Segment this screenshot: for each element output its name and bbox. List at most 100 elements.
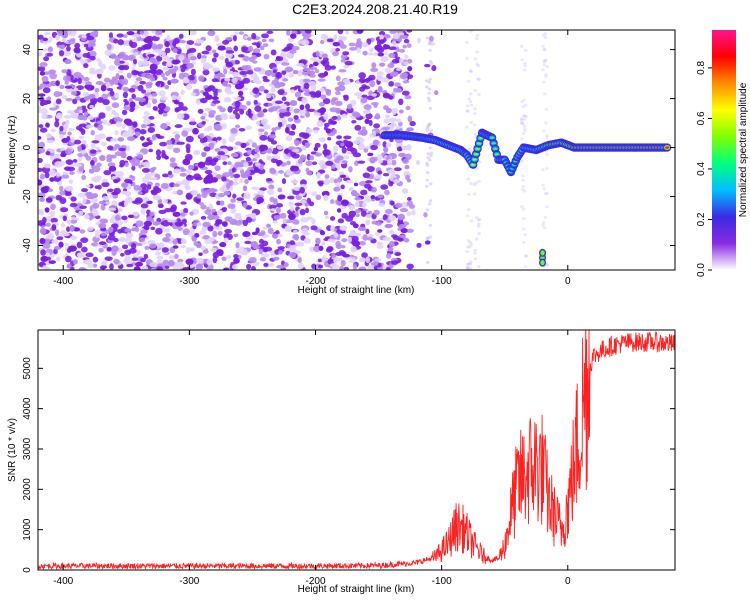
- noise-speck: [292, 179, 299, 184]
- noise-speck: [115, 170, 124, 178]
- noise-speck: [160, 72, 165, 78]
- noise-speck: [375, 221, 382, 226]
- noise-speck: [190, 92, 197, 97]
- noise-speck: [212, 157, 219, 163]
- noise-speck: [142, 265, 149, 270]
- noise-speck: [272, 220, 278, 224]
- noise-speck: [318, 160, 326, 166]
- noise-speck: [212, 230, 218, 238]
- noise-speck: [211, 208, 217, 213]
- noise-speck: [224, 216, 232, 222]
- noise-speck: [335, 243, 343, 249]
- noise-speck: [360, 210, 367, 217]
- noise-speck: [49, 72, 58, 80]
- noise-speck: [271, 233, 279, 239]
- noise-speck: [322, 149, 331, 156]
- noise-speck: [369, 47, 374, 53]
- noise-speck: [135, 261, 143, 267]
- noise-speck: [276, 238, 281, 245]
- noise-speck: [38, 93, 46, 97]
- noise-speck: [385, 108, 392, 114]
- noise-speck: [477, 78, 482, 82]
- noise-speck: [98, 112, 106, 119]
- noise-speck: [170, 78, 179, 84]
- noise-speck: [398, 30, 404, 33]
- noise-speck: [195, 263, 203, 270]
- noise-speck: [476, 64, 481, 68]
- noise-speck: [101, 178, 109, 183]
- noise-speck: [137, 191, 143, 196]
- noise-speck: [305, 216, 314, 220]
- noise-speck: [59, 125, 64, 132]
- noise-speck: [330, 225, 335, 232]
- noise-speck: [128, 56, 133, 61]
- noise-speck: [251, 32, 257, 40]
- noise-speck: [145, 162, 150, 168]
- noise-speck: [323, 143, 328, 150]
- noise-speck: [199, 229, 207, 235]
- noise-speck: [132, 211, 139, 217]
- noise-speck: [119, 159, 126, 167]
- noise-speck: [362, 110, 371, 115]
- noise-speck: [543, 215, 548, 219]
- noise-speck: [262, 124, 271, 130]
- noise-speck: [365, 77, 373, 82]
- noise-speck: [40, 255, 49, 262]
- noise-speck: [340, 245, 346, 249]
- noise-speck: [236, 197, 244, 201]
- noise-speck: [339, 35, 347, 41]
- noise-speck: [466, 239, 471, 243]
- noise-speck: [365, 113, 373, 120]
- noise-speck: [405, 105, 411, 111]
- noise-speck: [230, 127, 238, 134]
- noise-speck: [354, 160, 359, 167]
- noise-speck: [255, 227, 260, 234]
- noise-speck: [317, 169, 326, 174]
- noise-speck: [190, 189, 198, 196]
- noise-speck: [224, 86, 232, 94]
- noise-speck: [167, 259, 175, 267]
- noise-speck: [91, 197, 98, 203]
- noise-speck: [139, 129, 147, 135]
- noise-speck: [391, 260, 399, 265]
- colorbar: 0.00.20.40.60.8 Normalized spectral ampl…: [696, 30, 749, 277]
- noise-speck: [354, 92, 362, 96]
- noise-speck: [289, 251, 297, 258]
- noise-speck: [312, 127, 320, 131]
- noise-speck: [323, 178, 331, 185]
- noise-speck: [137, 47, 143, 52]
- noise-speck: [277, 121, 283, 128]
- noise-speck: [541, 221, 546, 225]
- noise-speck: [268, 134, 277, 139]
- noise-speck: [65, 97, 73, 102]
- noise-speck: [212, 49, 217, 54]
- signal-mark-core: [472, 158, 477, 161]
- noise-speck: [427, 158, 432, 162]
- noise-speck: [242, 202, 248, 208]
- noise-speck: [423, 63, 431, 68]
- noise-speck: [521, 105, 526, 109]
- noise-speck: [84, 84, 91, 89]
- noise-speck: [404, 54, 409, 60]
- noise-speck: [382, 236, 391, 242]
- noise-speck: [352, 240, 360, 247]
- noise-speck: [340, 259, 346, 267]
- noise-speck: [304, 202, 309, 207]
- noise-speck: [38, 136, 42, 140]
- noise-speck: [147, 126, 156, 133]
- noise-speck: [67, 110, 75, 114]
- colorbar-tick-label: 0.4: [696, 162, 707, 176]
- noise-speck: [101, 181, 110, 188]
- noise-speck: [434, 90, 439, 95]
- noise-speck: [93, 263, 98, 268]
- noise-speck: [280, 103, 288, 110]
- noise-speck: [45, 252, 50, 258]
- noise-speck: [299, 208, 306, 216]
- noise-speck: [228, 70, 234, 75]
- noise-speck: [92, 256, 99, 263]
- noise-speck: [429, 151, 434, 155]
- noise-speck: [396, 67, 401, 72]
- noise-speck: [123, 118, 132, 125]
- noise-speck: [234, 212, 242, 220]
- noise-speck: [388, 95, 394, 100]
